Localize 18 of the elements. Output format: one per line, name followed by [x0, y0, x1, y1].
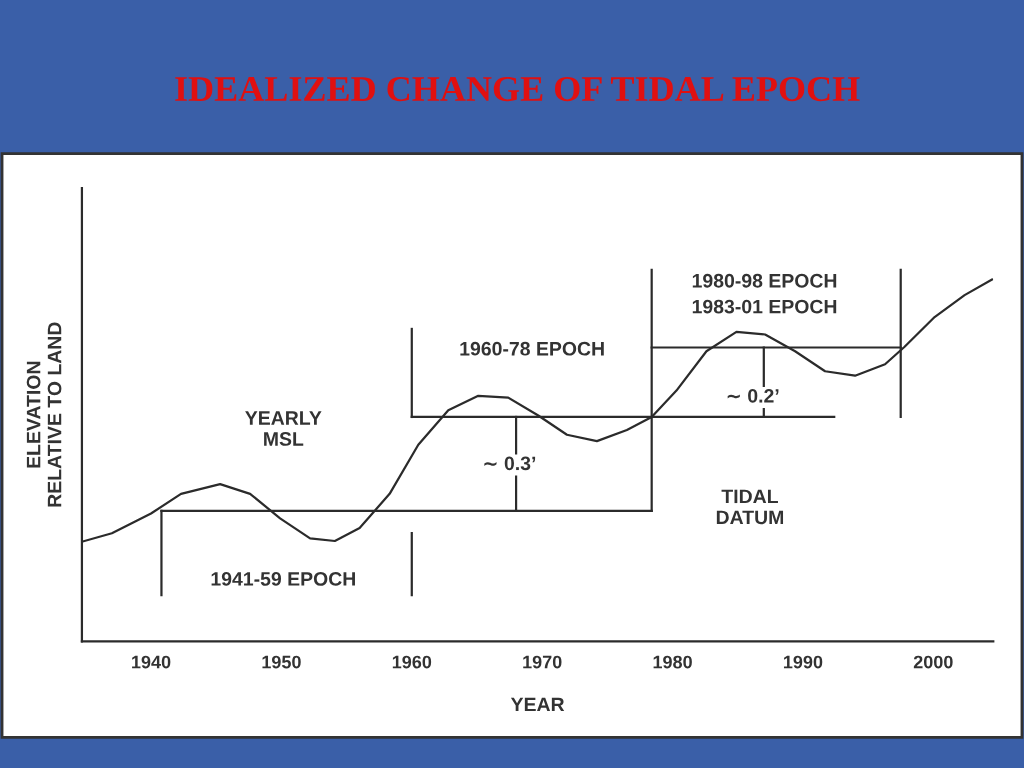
annotation: 1960-78 EPOCH: [460, 341, 604, 356]
x-axis-title: YEAR: [510, 697, 565, 712]
annotation: 1980-98 EPOCH: [692, 273, 837, 288]
x-tick-label: 1970: [523, 655, 562, 669]
x-tick-label: 1940: [132, 655, 171, 669]
annotation: YEARLY MSL: [245, 411, 322, 446]
annotation: TIDAL DATUM: [716, 489, 784, 525]
annotation: 1983-01 EPOCH: [692, 299, 837, 314]
x-tick-label: 1960: [392, 655, 432, 669]
x-tick-label: 2000: [913, 655, 953, 669]
x-tick-label: 1950: [262, 655, 301, 669]
x-tick-label: 1980: [653, 655, 692, 669]
y-axis-title: ELEVATION RELATIVE TO LAND: [26, 322, 62, 507]
chart-title: IDEALIZED CHANGE OF TIDAL EPOCH: [175, 76, 860, 102]
annotation: ∼ 0.3’: [484, 456, 536, 471]
x-tick-label: 1990: [783, 655, 823, 669]
annotation: 1941-59 EPOCH: [211, 572, 355, 586]
annotation: ∼ 0.2’: [727, 388, 779, 403]
